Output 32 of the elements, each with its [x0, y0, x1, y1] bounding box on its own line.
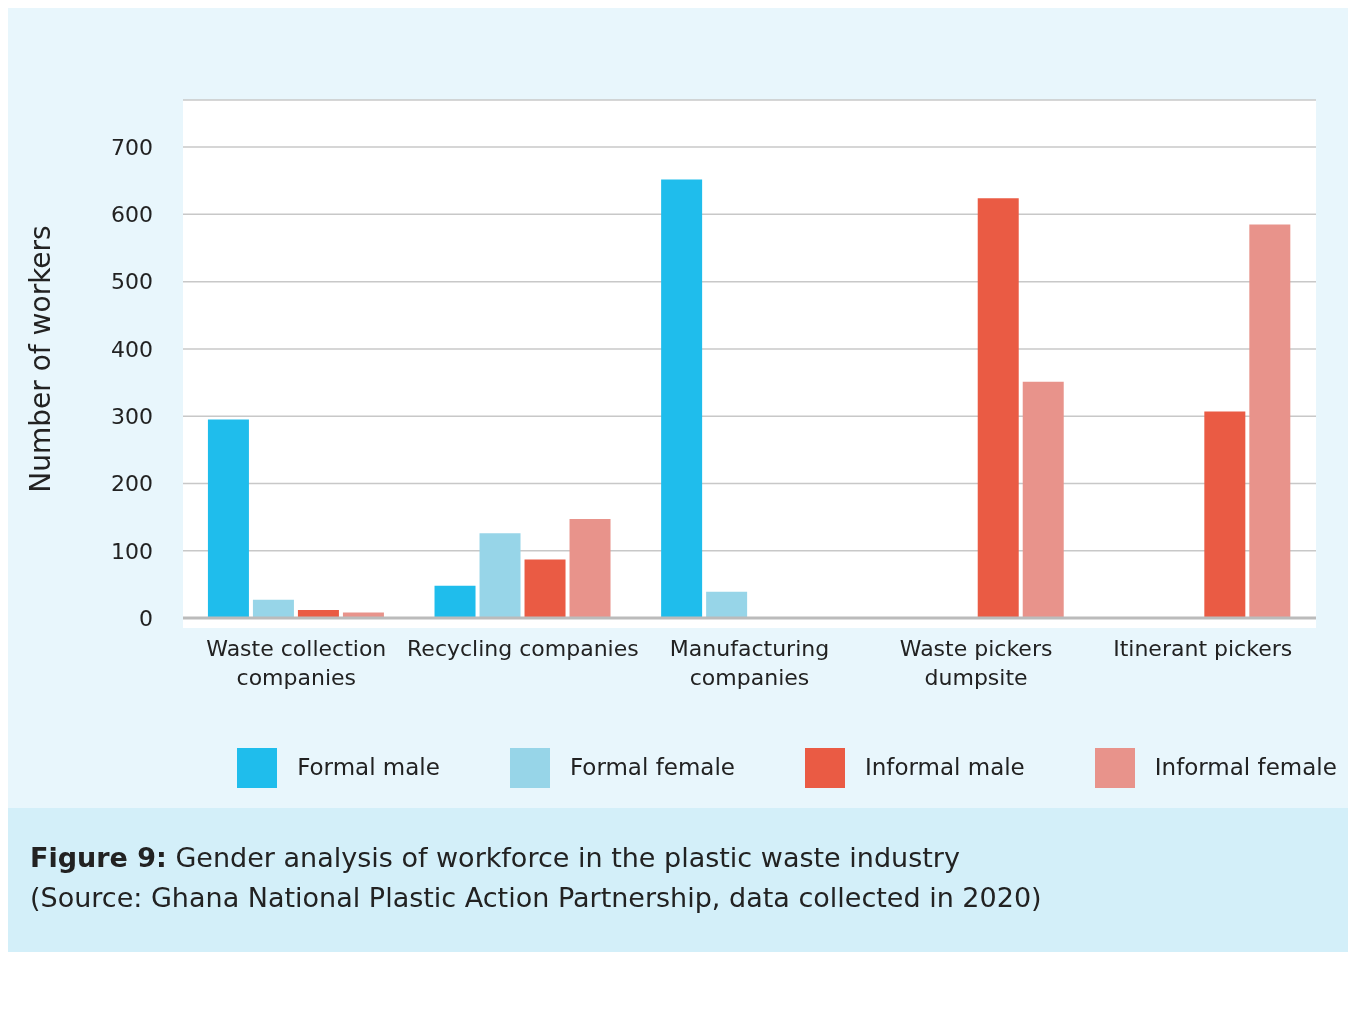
y-tick-label: 300: [111, 403, 153, 429]
y-tick-label: 600: [111, 202, 153, 228]
x-tick-label: Recycling companies: [407, 635, 639, 661]
bar: [207, 419, 249, 618]
y-tick-label: 0: [139, 605, 153, 631]
y-tick-label: 400: [111, 336, 153, 362]
text: (Source: Ghana National Plastic Action Partnership, data collected in 2020): [30, 881, 1043, 915]
y-tick-label: 200: [111, 471, 153, 497]
bar: [1204, 411, 1246, 618]
bar: [569, 519, 611, 618]
bar: [706, 591, 748, 618]
bar: [977, 198, 1019, 618]
y-tick-label: 100: [111, 538, 153, 564]
bar: [479, 533, 521, 618]
legend-label: Formal female: [569, 753, 735, 780]
bar: [1022, 381, 1064, 618]
x-tick-label: Itinerant pickers: [1113, 635, 1293, 661]
bar: [661, 179, 703, 618]
bar: [524, 559, 566, 618]
x-tick-label: Manufacturing companies: [669, 635, 830, 690]
text: Figure 9: Gender analysis of workforce in the plastic waste industry: [30, 841, 961, 875]
legend-label: Formal male: [297, 753, 440, 780]
bar: [1249, 224, 1291, 618]
y-axis-title: Number of workers: [23, 225, 57, 493]
legend-label: Informal male: [864, 753, 1025, 780]
y-tick-label: 500: [111, 269, 153, 295]
x-tick-label: Waste collection companies: [206, 635, 387, 690]
x-tick-label: Waste pickers dumpsite: [899, 635, 1053, 690]
y-tick-label: 700: [111, 134, 153, 160]
legend-label: Informal female: [1154, 753, 1337, 780]
bar: [252, 599, 294, 618]
bar: [434, 585, 476, 618]
